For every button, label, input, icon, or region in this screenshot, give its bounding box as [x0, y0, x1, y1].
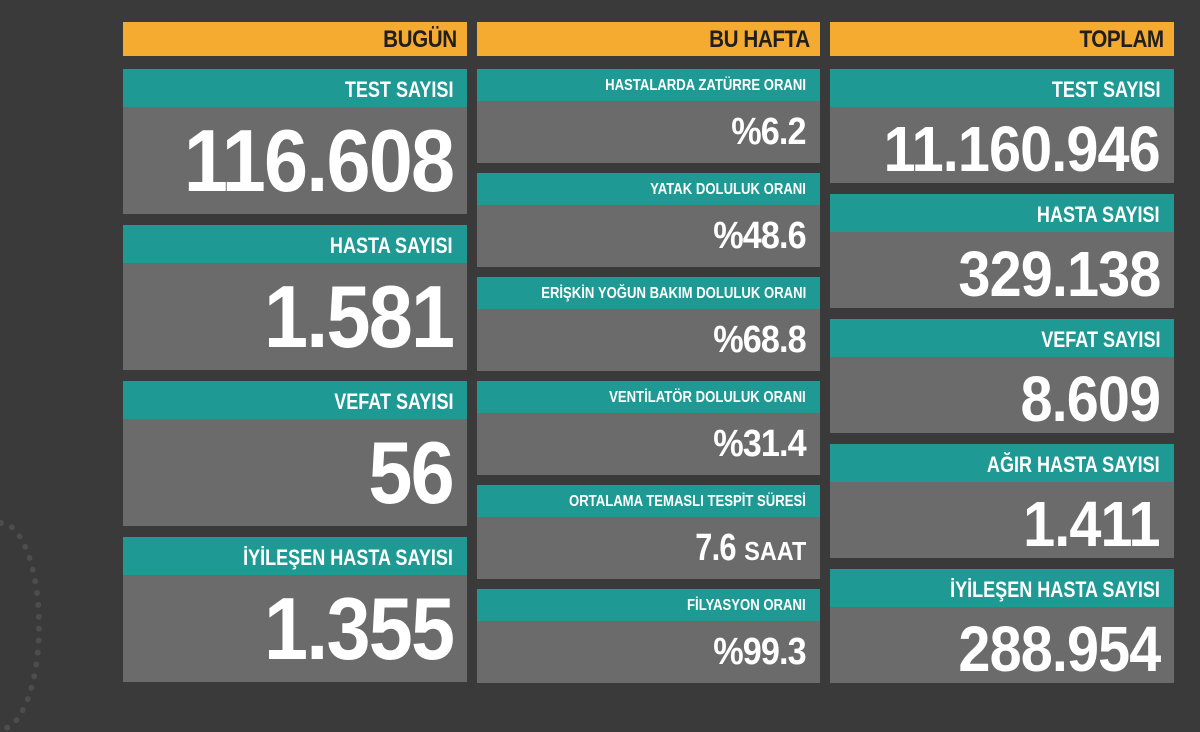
contact-tracing-time-label: ORTALAMA TEMASLI TESPİT SÜRESİ	[477, 485, 820, 517]
today-header: BUGÜN	[123, 22, 467, 56]
total-death-block: VEFAT SAYISI 8.609	[830, 319, 1174, 435]
icu-occupancy-block: ERİŞKİN YOĞUN BAKIM DOLULUK ORANI %68.8	[477, 277, 820, 371]
critical-patient-label: AĞIR HASTA SAYISI	[830, 444, 1174, 482]
total-recovered-block: İYİLEŞEN HASTA SAYISI 288.954	[830, 569, 1174, 685]
contact-tracing-time-block: ORTALAMA TEMASLI TESPİT SÜRESİ 7.6 SAAT	[477, 485, 820, 579]
icu-occupancy-label: ERİŞKİN YOĞUN BAKIM DOLULUK ORANI	[477, 277, 820, 309]
total-death-label: VEFAT SAYISI	[830, 319, 1174, 357]
pneumonia-rate-value: %6.2	[731, 111, 807, 153]
total-test-block: TEST SAYISI 11.160.946	[830, 69, 1174, 185]
today-test-value: 116.608	[183, 111, 455, 210]
week-column: BU HAFTA HASTALARDA ZATÜRRE ORANI %6.2 Y…	[477, 22, 820, 683]
today-death-value: 56	[368, 423, 454, 522]
filiation-rate-block: FİLYASYON ORANI %99.3	[477, 589, 820, 683]
today-patient-value: 1.581	[263, 267, 455, 366]
icu-occupancy-value: %68.8	[713, 319, 807, 361]
today-recovered-value: 1.355	[263, 579, 455, 678]
week-header-title: BU HAFTA	[525, 22, 820, 56]
today-patient-label: HASTA SAYISI	[123, 225, 467, 263]
today-death-block: VEFAT SAYISI 56	[123, 381, 467, 526]
pneumonia-rate-label: HASTALARDA ZATÜRRE ORANI	[477, 69, 820, 101]
total-patient-block: HASTA SAYISI 329.138	[830, 194, 1174, 310]
ventilator-occupancy-value: %31.4	[713, 423, 807, 465]
today-death-label: VEFAT SAYISI	[123, 381, 467, 419]
today-column: BUGÜN TEST SAYISI 116.608 HASTA SAYISI 1…	[123, 22, 467, 682]
bed-occupancy-value: %48.6	[713, 215, 807, 257]
today-header-title: BUGÜN	[171, 22, 467, 56]
today-test-label: TEST SAYISI	[123, 69, 467, 107]
total-recovered-value: 288.954	[958, 613, 1161, 685]
total-test-value: 11.160.946	[883, 113, 1161, 185]
today-recovered-block: İYİLEŞEN HASTA SAYISI 1.355	[123, 537, 467, 682]
ventilator-occupancy-block: VENTİLATÖR DOLULUK ORANI %31.4	[477, 381, 820, 475]
today-test-block: TEST SAYISI 116.608	[123, 69, 467, 214]
bed-occupancy-block: YATAK DOLULUK ORANI %48.6	[477, 173, 820, 267]
filiation-rate-value: %99.3	[713, 631, 807, 673]
contact-tracing-time-unit: SAAT	[744, 536, 806, 566]
week-header: BU HAFTA	[477, 22, 820, 56]
ventilator-occupancy-label: VENTİLATÖR DOLULUK ORANI	[477, 381, 820, 413]
total-patient-label: HASTA SAYISI	[830, 194, 1174, 232]
critical-patient-value: 1.411	[1023, 488, 1161, 560]
today-recovered-label: İYİLEŞEN HASTA SAYISI	[123, 537, 467, 575]
background-decoration	[0, 520, 42, 732]
pneumonia-rate-block: HASTALARDA ZATÜRRE ORANI %6.2	[477, 69, 820, 163]
total-death-value: 8.609	[1020, 363, 1161, 435]
bed-occupancy-label: YATAK DOLULUK ORANI	[477, 173, 820, 205]
total-header-title: TOPLAM	[878, 22, 1174, 56]
filiation-rate-label: FİLYASYON ORANI	[477, 589, 820, 621]
contact-tracing-time-value: 7.6 SAAT	[695, 527, 806, 569]
total-header: TOPLAM	[830, 22, 1174, 56]
total-patient-value: 329.138	[958, 238, 1161, 310]
today-patient-block: HASTA SAYISI 1.581	[123, 225, 467, 370]
total-recovered-label: İYİLEŞEN HASTA SAYISI	[830, 569, 1174, 607]
total-column: TOPLAM TEST SAYISI 11.160.946 HASTA SAYI…	[830, 22, 1174, 685]
critical-patient-block: AĞIR HASTA SAYISI 1.411	[830, 444, 1174, 560]
total-test-label: TEST SAYISI	[830, 69, 1174, 107]
